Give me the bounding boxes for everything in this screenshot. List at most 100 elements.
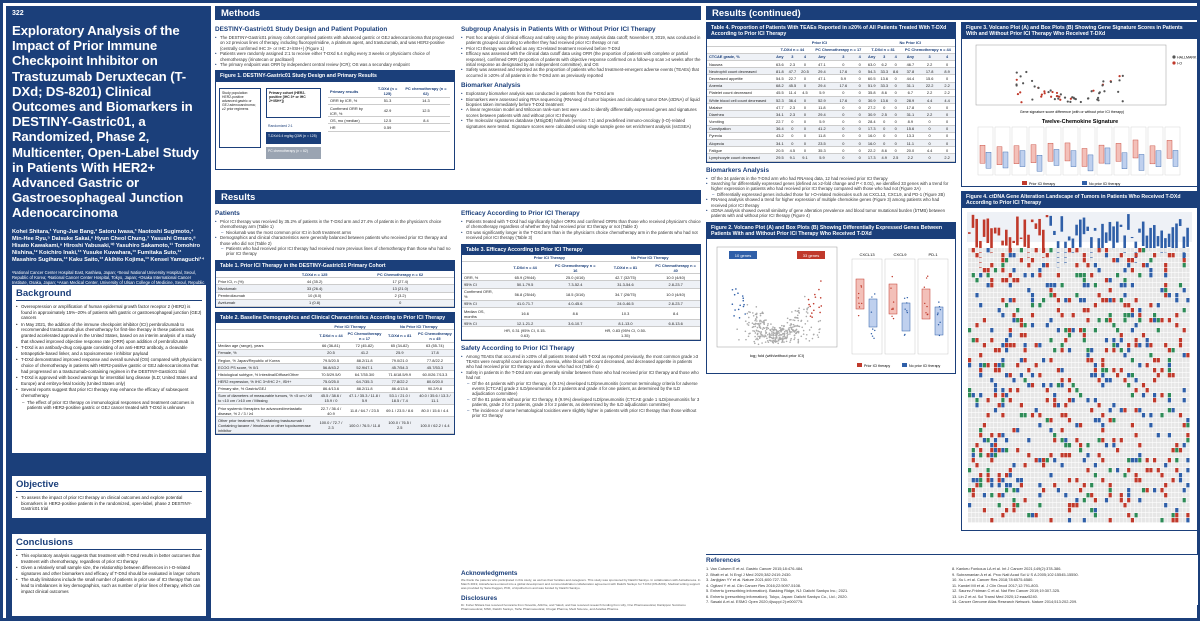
onco-cell — [1182, 258, 1186, 263]
onco-cell — [1101, 383, 1105, 388]
onco-cell — [1138, 343, 1142, 348]
onco-cell — [1042, 253, 1046, 258]
onco-cell — [990, 253, 994, 258]
onco-cell — [1019, 278, 1023, 283]
volcano-point — [776, 333, 779, 335]
box-noprior — [868, 299, 878, 328]
onco-cell — [1034, 298, 1038, 303]
onco-cell — [1082, 413, 1086, 418]
onco-cell — [1053, 303, 1057, 308]
onco-cell — [1093, 333, 1097, 338]
onco-cell — [1067, 368, 1072, 373]
reference-item: 3. Janjigian YY et al. Nature 2021;600:7… — [706, 577, 788, 582]
onco-cell — [1079, 288, 1083, 293]
onco-cell — [1178, 448, 1183, 453]
onco-cell — [1156, 478, 1160, 483]
volcano-point — [782, 336, 784, 338]
table-cell: 4.5 — [798, 89, 812, 97]
onco-cell — [1149, 448, 1153, 453]
onco-cell — [1005, 318, 1009, 323]
onco-cell — [1101, 408, 1105, 413]
onco-cell — [1079, 353, 1083, 358]
onco-cell — [993, 348, 998, 353]
onco-cell — [1012, 303, 1016, 308]
table-cell: 8.6 — [890, 67, 901, 76]
table-cell: 60.0/26.7/13.3 — [415, 370, 454, 379]
onco-cell — [1027, 403, 1031, 408]
onco-cell — [1145, 423, 1149, 428]
onco-cell — [1164, 508, 1168, 513]
onco-cell — [1042, 343, 1046, 348]
onco-cell — [1182, 518, 1186, 523]
volcano-point — [767, 341, 770, 344]
onco-cell — [1182, 338, 1186, 343]
volcano-point — [786, 322, 789, 324]
onco-cell — [1108, 363, 1112, 368]
subgroup-item: Efficacy was assessed with the clinical … — [461, 51, 701, 67]
onco-cell — [1082, 353, 1086, 358]
onco-cell — [1123, 268, 1127, 273]
table-cell: 11.4 — [786, 89, 799, 97]
safety-item: Safety in patients in the T-DXd arm was … — [461, 370, 701, 381]
onco-cell — [1045, 273, 1049, 278]
onco-cell — [1005, 303, 1009, 308]
onco-cell — [1130, 258, 1134, 263]
chemokine-panel — [1130, 127, 1147, 176]
onco-cell — [1167, 473, 1171, 478]
onco-cell — [1186, 298, 1190, 303]
onco-cell — [1186, 463, 1190, 468]
results-cont-left: Table 4. Proportion of Patients With TEA… — [706, 22, 956, 374]
onco-cell — [1164, 268, 1168, 273]
onco-cell — [1123, 483, 1127, 488]
onco-cell — [1119, 443, 1123, 448]
onco-cell — [1182, 313, 1186, 318]
onco-cell — [986, 273, 990, 278]
onco-cell — [1056, 388, 1060, 393]
onco-cell — [1005, 473, 1009, 478]
onco-cell — [1001, 403, 1005, 408]
onco-cell — [1075, 453, 1079, 458]
onco-cell — [1045, 463, 1049, 468]
table-cell: 47.1 — [811, 60, 833, 69]
onco-cell — [1178, 478, 1183, 483]
onco-cell — [1108, 313, 1112, 318]
onco-cell — [1034, 323, 1038, 328]
onco-cell — [1149, 308, 1153, 313]
onco-cell — [1038, 293, 1042, 298]
onco-cell — [1108, 478, 1112, 483]
volcano-point — [759, 321, 761, 323]
onco-cell — [1104, 353, 1109, 358]
table-cell: 8.1-13.0 — [599, 319, 652, 328]
onco-cell — [986, 418, 990, 423]
onco-cell — [1112, 488, 1116, 493]
onco-cell — [1112, 408, 1116, 413]
onco-cell — [1019, 313, 1023, 318]
onco-cell — [1012, 413, 1016, 418]
onco-cell — [1127, 388, 1131, 393]
onco-cell — [1090, 468, 1094, 473]
onco-cell — [979, 498, 983, 503]
onco-cell — [993, 338, 998, 343]
reference-item: 14. Cancer Genome Atlas Research Network… — [952, 599, 1078, 604]
onco-cell — [1060, 388, 1064, 393]
onco-cell — [1086, 268, 1090, 273]
onco-cell — [1016, 403, 1020, 408]
onco-cell — [1104, 328, 1109, 333]
onco-cell — [1008, 463, 1012, 468]
onco-cell — [1071, 418, 1075, 423]
table-cell: Fatigue — [707, 146, 774, 155]
volcano-point — [786, 336, 788, 339]
onco-cell — [1156, 278, 1160, 283]
onco-cell — [1130, 478, 1134, 483]
onco-cell — [990, 408, 994, 413]
onco-cell — [1156, 323, 1160, 328]
onco-cell — [1001, 448, 1005, 453]
onco-cell — [1130, 393, 1134, 398]
onco-cell — [1097, 263, 1101, 268]
onco-cell — [1045, 423, 1049, 428]
onco-cell — [1153, 303, 1157, 308]
onco-cell — [1171, 363, 1175, 368]
volcano-point — [767, 323, 769, 325]
table-header: Any — [811, 53, 833, 61]
onco-cell — [997, 258, 1001, 263]
